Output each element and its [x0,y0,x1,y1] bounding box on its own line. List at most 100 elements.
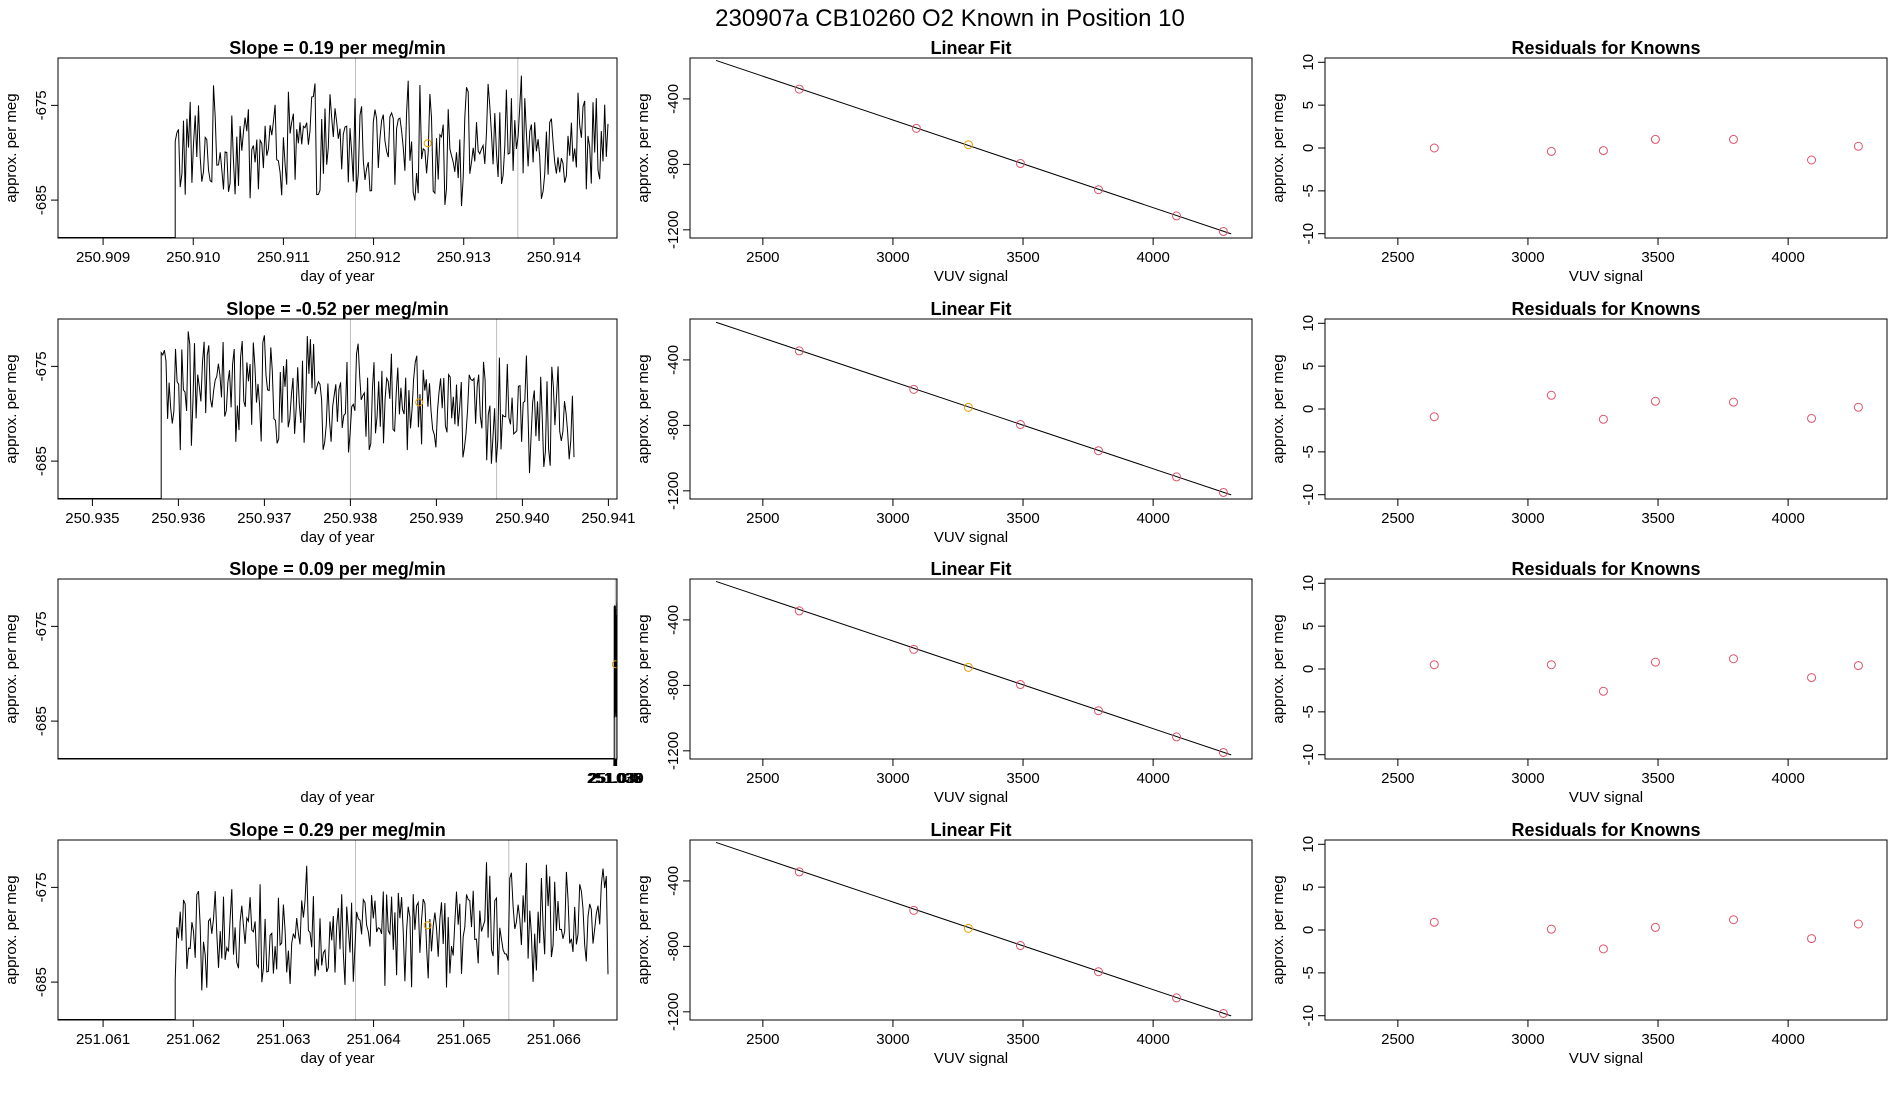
data-point [911,123,921,133]
y-tick-label: -800 [665,670,682,700]
plot-area [58,319,575,499]
data-point [1728,397,1738,407]
x-tick-label: 3500 [1006,510,1039,527]
data-point [1429,143,1439,153]
panel-title: Slope = -0.52 per meg/min [226,299,449,319]
x-tick-label: 4000 [1771,770,1804,787]
plot-area [715,59,1232,236]
mean-marker [415,398,424,407]
x-tick-label: 251.065 [437,1031,491,1048]
x-tick-label: 4000 [1136,510,1169,527]
y-tick-label: -685 [33,446,50,476]
data-point [1598,944,1608,954]
x-tick-label: 2500 [746,249,779,266]
data-point [1093,446,1103,456]
x-tick-label: 251.064 [346,1031,400,1048]
data-point [1218,487,1228,497]
y-axis-label: approx. per meg [635,93,652,202]
data-point [1093,967,1103,977]
y-tick-label: 10 [1300,54,1317,71]
panel-title: Linear Fit [930,820,1011,840]
x-tick-label: 250.937 [237,510,291,527]
x-tick-label: 250.913 [437,249,491,266]
data-point [1218,747,1228,757]
x-tick-label: 3500 [1006,249,1039,266]
x-tick-label: 4000 [1771,510,1804,527]
x-tick-label: 3500 [1006,770,1039,787]
x-tick-label: 3000 [1511,770,1544,787]
x-tick-label: 250.940 [495,510,549,527]
y-tick-label: 0 [1300,665,1317,673]
x-tick-label: 2500 [746,510,779,527]
page-title: 230907a CB10260 O2 Known in Position 10 [715,5,1185,32]
y-tick-label: 10 [1300,315,1317,332]
x-tick-label: 250.935 [65,510,119,527]
x-tick-label: 251.063 [256,1031,310,1048]
x-tick-label: 251.038 [588,770,642,787]
x-tick-label: 2500 [746,1031,779,1048]
data-point [963,402,973,412]
y-tick-label: 5 [1300,362,1317,370]
fit-line [715,580,1232,756]
signal-line [58,601,617,759]
data-point [909,384,919,394]
panel-title: Linear Fit [930,299,1011,319]
data-point [1429,917,1439,927]
panel-r1-c1: Slope = 0.19 per meg/min 250.909 250.910 25… [3,38,618,285]
y-axis-label: approx. per meg [1270,614,1287,723]
plot-frame [1324,318,1888,500]
x-tick-label: 2500 [1381,510,1414,527]
panel-title: Residuals for Knowns [1511,820,1700,840]
data-point [963,923,973,933]
plot-frame [57,839,618,1021]
y-tick-label: -685 [33,967,50,997]
x-tick-label: 2500 [1381,249,1414,266]
data-point [1598,686,1608,696]
data-point [794,867,804,877]
y-tick-label: -800 [665,410,682,440]
data-point [1015,420,1025,430]
data-point [1807,673,1817,683]
plot-area [1429,915,1863,954]
panel-r3-c1: Slope = 0.09 per meg/min 251.035251.03625… [3,559,644,806]
plot-area [715,580,1232,757]
x-tick-label: 3000 [876,1031,909,1048]
y-tick-label: -800 [665,149,682,179]
data-point [794,606,804,616]
x-tick-label: 251.061 [76,1031,130,1048]
x-tick-label: 250.941 [581,510,635,527]
x-tick-label: 3500 [1641,1031,1674,1048]
y-axis-label: approx. per meg [3,614,20,723]
data-point [1650,134,1660,144]
x-tick-label: 250.938 [323,510,377,527]
x-tick-label: 4000 [1136,249,1169,266]
y-axis-label: approx. per meg [635,354,652,463]
y-tick-label: -800 [665,931,682,961]
x-axis-label: VUV signal [934,529,1008,546]
plot-frame [689,839,1253,1021]
y-axis-label: approx. per meg [3,93,20,202]
plot-area [58,579,617,759]
x-tick-label: 250.909 [76,249,130,266]
panel-r2-c2: Linear Fit 2500 3000 3500 4000 -400 -800 -1200 V… [635,299,1253,546]
x-tick-label: 250.914 [527,249,581,266]
x-tick-label: 3000 [876,770,909,787]
data-point [1853,661,1863,671]
data-point [1172,472,1182,482]
panel-title: Residuals for Knowns [1511,38,1700,58]
x-tick-label: 251.036 [587,770,641,787]
x-tick-label: 2500 [1381,1031,1414,1048]
y-tick-label: 0 [1300,926,1317,934]
panel-title: Slope = 0.09 per meg/min [229,559,446,579]
y-axis-label: approx. per meg [3,875,20,984]
x-tick-label: 251.066 [527,1031,581,1048]
data-point [1546,146,1556,156]
data-point [1429,412,1439,422]
y-tick-label: -675 [33,90,50,120]
x-axis-label: day of year [300,1050,374,1067]
plot-area [715,321,1232,497]
y-tick-label: -5 [1300,445,1317,458]
panel-r4-c1: Slope = 0.29 per meg/min 251.061 251.062 25… [3,820,618,1067]
data-point [1807,934,1817,944]
